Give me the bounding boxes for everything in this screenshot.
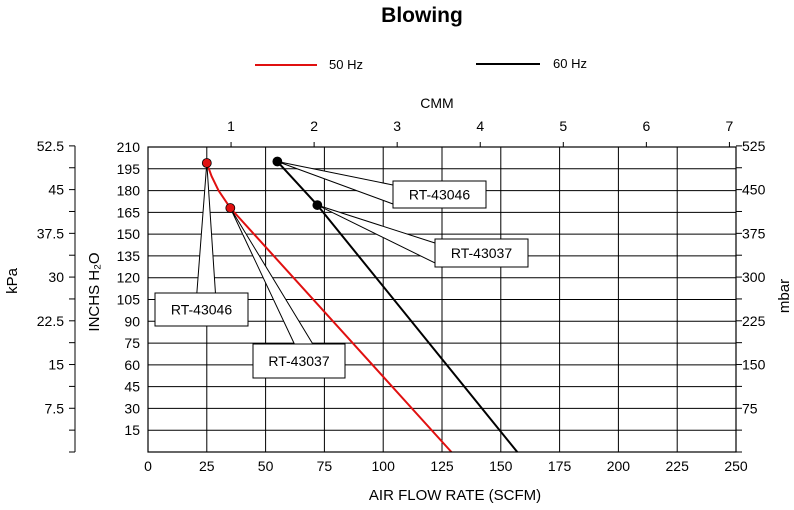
legend-label-50hz: 50 Hz <box>329 57 363 72</box>
mbar-tick-label: 525 <box>742 138 766 154</box>
y-axis-label: INCHS H₂O <box>86 252 103 331</box>
y-tick-label: 195 <box>117 161 141 177</box>
top-tick-label: 7 <box>726 118 734 134</box>
y-tick-label: 90 <box>124 313 140 329</box>
x-tick-label: 200 <box>607 458 631 474</box>
x-tick-label: 225 <box>666 458 690 474</box>
callouts: RT-43046 RT-43037 RT-43046 RT-43037 <box>154 156 529 379</box>
x-tick-label: 175 <box>548 458 572 474</box>
y-tick-label: 60 <box>124 357 140 373</box>
x-axis-label: AIR FLOW RATE (SCFM) <box>369 487 541 504</box>
y-tick-label: 75 <box>124 335 140 351</box>
x-tick-label: 75 <box>317 458 333 474</box>
callout-label: RT-43046 <box>171 302 232 318</box>
y-tick-label: 30 <box>124 400 140 416</box>
kpa-tick-label: 30 <box>48 269 64 285</box>
mbar-tick-label: 375 <box>742 225 766 241</box>
callout-pointer <box>277 161 394 205</box>
mbar-tick-label: 75 <box>742 400 758 416</box>
x-tick-label: 0 <box>144 458 152 474</box>
kpa-tick-label: 15 <box>48 357 64 373</box>
top-axis-label: CMM <box>420 95 453 111</box>
data-point-marker <box>312 200 323 210</box>
y-tick-label: 180 <box>117 183 141 199</box>
mbar-tick-label: 225 <box>742 313 766 329</box>
callout-box <box>252 343 346 379</box>
mbar-tick-label: 150 <box>742 357 766 373</box>
ticks: 0 25 50 75 100 125 150 175 200 225 250153045607590… <box>37 118 766 474</box>
top-tick-label: 2 <box>310 118 318 134</box>
kpa-tick-label: 52.5 <box>37 138 64 154</box>
mbar-tick-label: 450 <box>742 182 766 198</box>
y-tick-label: 165 <box>117 204 141 220</box>
top-tick-label: 1 <box>227 118 235 134</box>
y-tick-label: 105 <box>117 292 141 308</box>
top-tick-label: 3 <box>393 118 401 134</box>
right-axis-label: mbar <box>776 279 793 313</box>
x-tick-label: 250 <box>724 458 748 474</box>
x-tick-label: 50 <box>258 458 274 474</box>
x-tick-label: 100 <box>372 458 396 474</box>
kpa-tick-label: 7.5 <box>45 400 65 416</box>
data-point-marker <box>272 156 283 167</box>
top-tick-label: 5 <box>559 118 567 134</box>
data-point-marker <box>225 203 236 213</box>
callout-box <box>392 180 487 209</box>
legend-label-60hz: 60 Hz <box>553 56 587 71</box>
callout-pointer <box>196 162 216 294</box>
plot-frame <box>147 146 737 453</box>
y-tick-label: 45 <box>124 379 140 395</box>
x-tick-label: 125 <box>430 458 454 474</box>
kpa-tick-label: 37.5 <box>37 225 64 241</box>
data-point-marker <box>201 158 212 168</box>
callout-box <box>154 292 249 327</box>
top-tick-label: 4 <box>476 118 484 134</box>
legend: 50 Hz 60 Hz <box>255 56 587 72</box>
y-tick-label: 15 <box>124 422 140 438</box>
callout-label: RT-43037 <box>268 353 329 369</box>
mbar-tick-label: 300 <box>742 269 766 285</box>
callout-box <box>434 238 529 268</box>
callout-label: RT-43037 <box>451 245 512 261</box>
left-axis-label: kPa <box>4 267 21 294</box>
top-tick-label: 6 <box>642 118 650 134</box>
callout-label: RT-43046 <box>409 187 470 203</box>
x-tick-label: 25 <box>199 458 215 474</box>
series-line-50hz <box>205 162 453 453</box>
kpa-tick-label: 45 <box>48 182 64 198</box>
y-tick-label: 135 <box>117 248 141 264</box>
y-tick-label: 150 <box>117 226 141 242</box>
y-tick-label: 120 <box>117 270 141 286</box>
kpa-tick-label: 22.5 <box>37 313 64 329</box>
x-tick-label: 150 <box>489 458 513 474</box>
chart-title: Blowing <box>381 4 463 27</box>
y-tick-label: 210 <box>117 139 141 155</box>
